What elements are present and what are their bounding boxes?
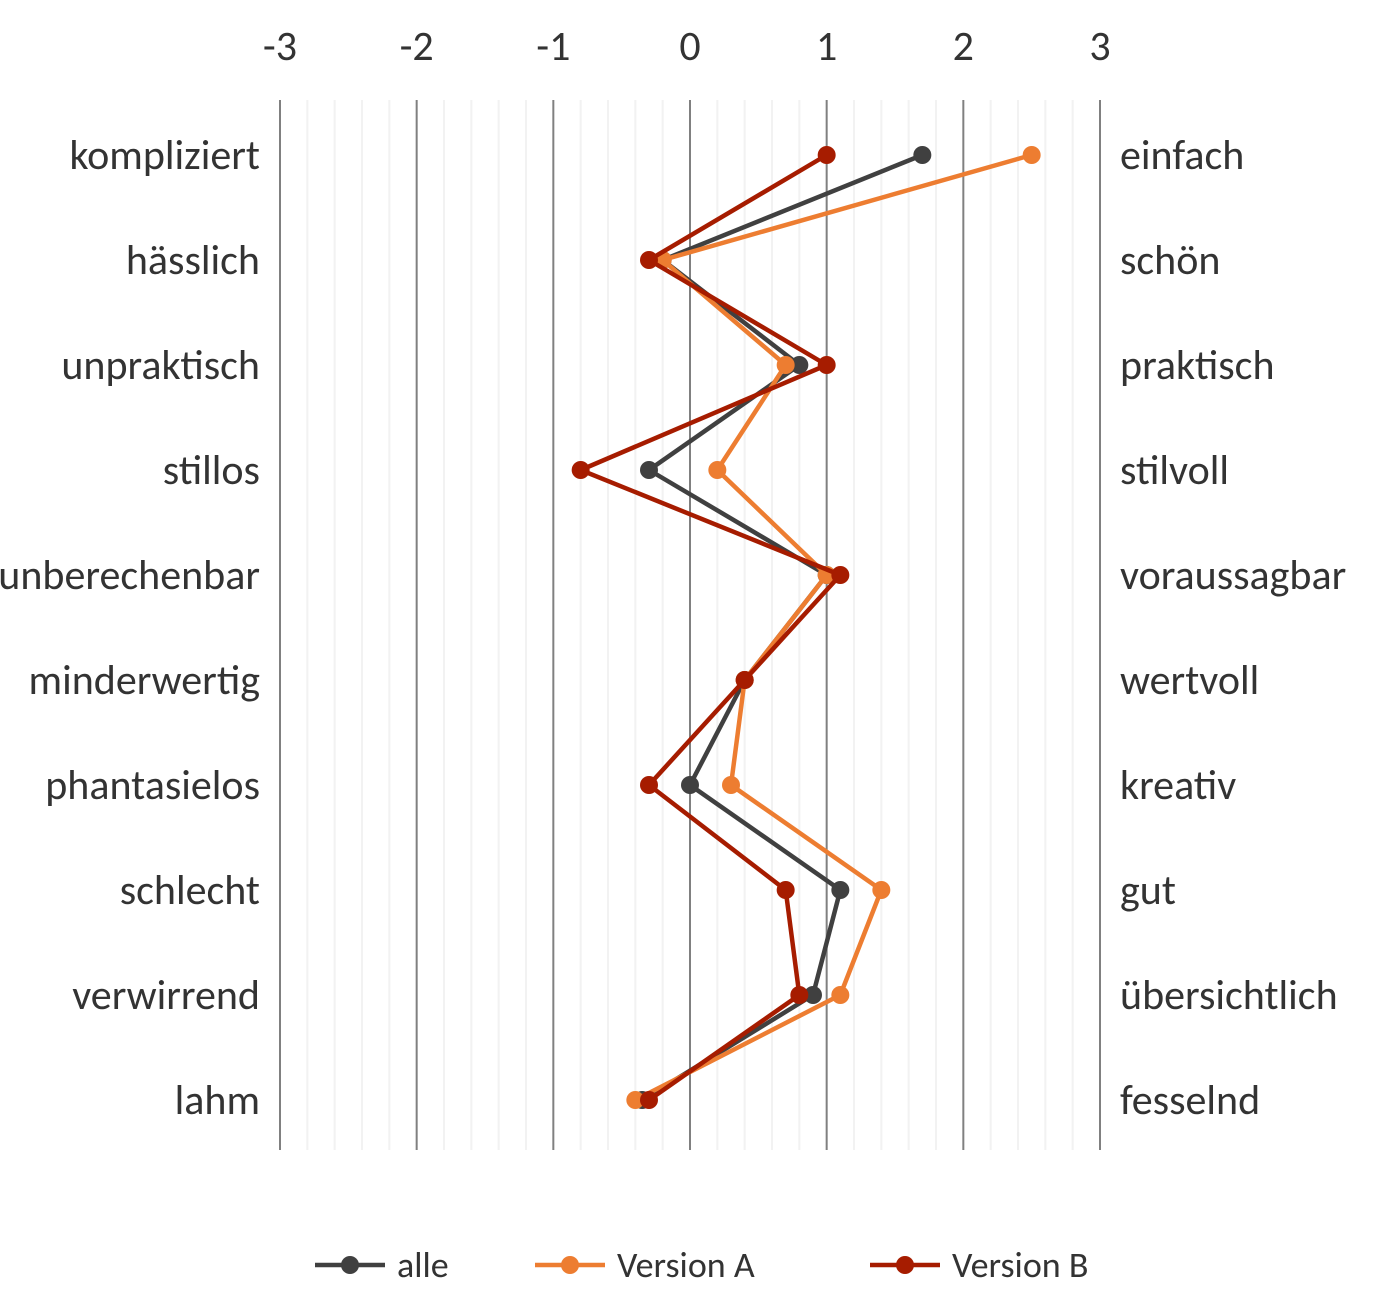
x-tick-label: -1: [536, 21, 570, 72]
series-marker: [777, 881, 795, 899]
series-marker: [708, 461, 726, 479]
x-tick-label: -3: [263, 21, 297, 72]
series-marker: [913, 146, 931, 164]
series-marker: [1023, 146, 1041, 164]
series-marker: [872, 881, 890, 899]
x-tick-label: 0: [679, 21, 700, 72]
left-category-label: unpraktisch: [61, 340, 260, 391]
series-marker: [640, 776, 658, 794]
left-category-label: minderwertig: [29, 655, 261, 706]
right-category-label: stilvoll: [1120, 445, 1229, 496]
series-marker: [572, 461, 590, 479]
series-marker: [831, 881, 849, 899]
series-marker: [777, 356, 795, 374]
right-category-label: kreativ: [1120, 760, 1236, 811]
series-marker: [640, 461, 658, 479]
left-category-label: phantasielos: [45, 760, 260, 811]
series-marker: [831, 986, 849, 1004]
series-marker: [790, 986, 808, 1004]
series-marker: [681, 776, 699, 794]
legend-marker: [561, 1256, 579, 1274]
right-category-label: voraussagbar: [1120, 550, 1346, 601]
left-category-label: unberechenbar: [0, 550, 260, 601]
right-category-label: fesselnd: [1120, 1075, 1260, 1126]
right-category-label: übersichtlich: [1120, 970, 1338, 1021]
left-category-label: schlecht: [120, 865, 260, 916]
series-marker: [736, 671, 754, 689]
series-marker: [831, 566, 849, 584]
legend: alle Version A Version B: [315, 1243, 1088, 1287]
series-marker: [818, 146, 836, 164]
left-category-label: verwirrend: [72, 970, 260, 1021]
right-category-label: wertvoll: [1120, 655, 1259, 706]
x-tick-label: 3: [1089, 21, 1110, 72]
right-category-label: schön: [1120, 235, 1220, 286]
x-tick-label: -2: [400, 21, 434, 72]
x-tick-label: 1: [816, 21, 837, 72]
legend-label: Version B: [952, 1243, 1088, 1287]
series-marker: [818, 356, 836, 374]
legend-label: alle: [397, 1243, 449, 1287]
series-marker: [640, 251, 658, 269]
x-tick-label: 2: [953, 21, 974, 72]
left-category-label: lahm: [175, 1075, 260, 1126]
series-marker: [640, 1091, 658, 1109]
left-category-label: kompliziert: [69, 130, 260, 181]
legend-marker: [896, 1256, 914, 1274]
legend-label: Version A: [617, 1243, 755, 1287]
semantic-differential-chart: -3 -2 -1 0 1 2 3 kompliziert hässlich unpraktisch…: [0, 0, 1375, 1314]
series-marker: [722, 776, 740, 794]
legend-marker: [341, 1256, 359, 1274]
right-category-label: gut: [1120, 865, 1176, 916]
left-category-label: stillos: [163, 445, 260, 496]
left-category-label: hässlich: [126, 235, 260, 286]
right-category-label: einfach: [1120, 130, 1244, 181]
right-category-label: praktisch: [1120, 340, 1275, 391]
